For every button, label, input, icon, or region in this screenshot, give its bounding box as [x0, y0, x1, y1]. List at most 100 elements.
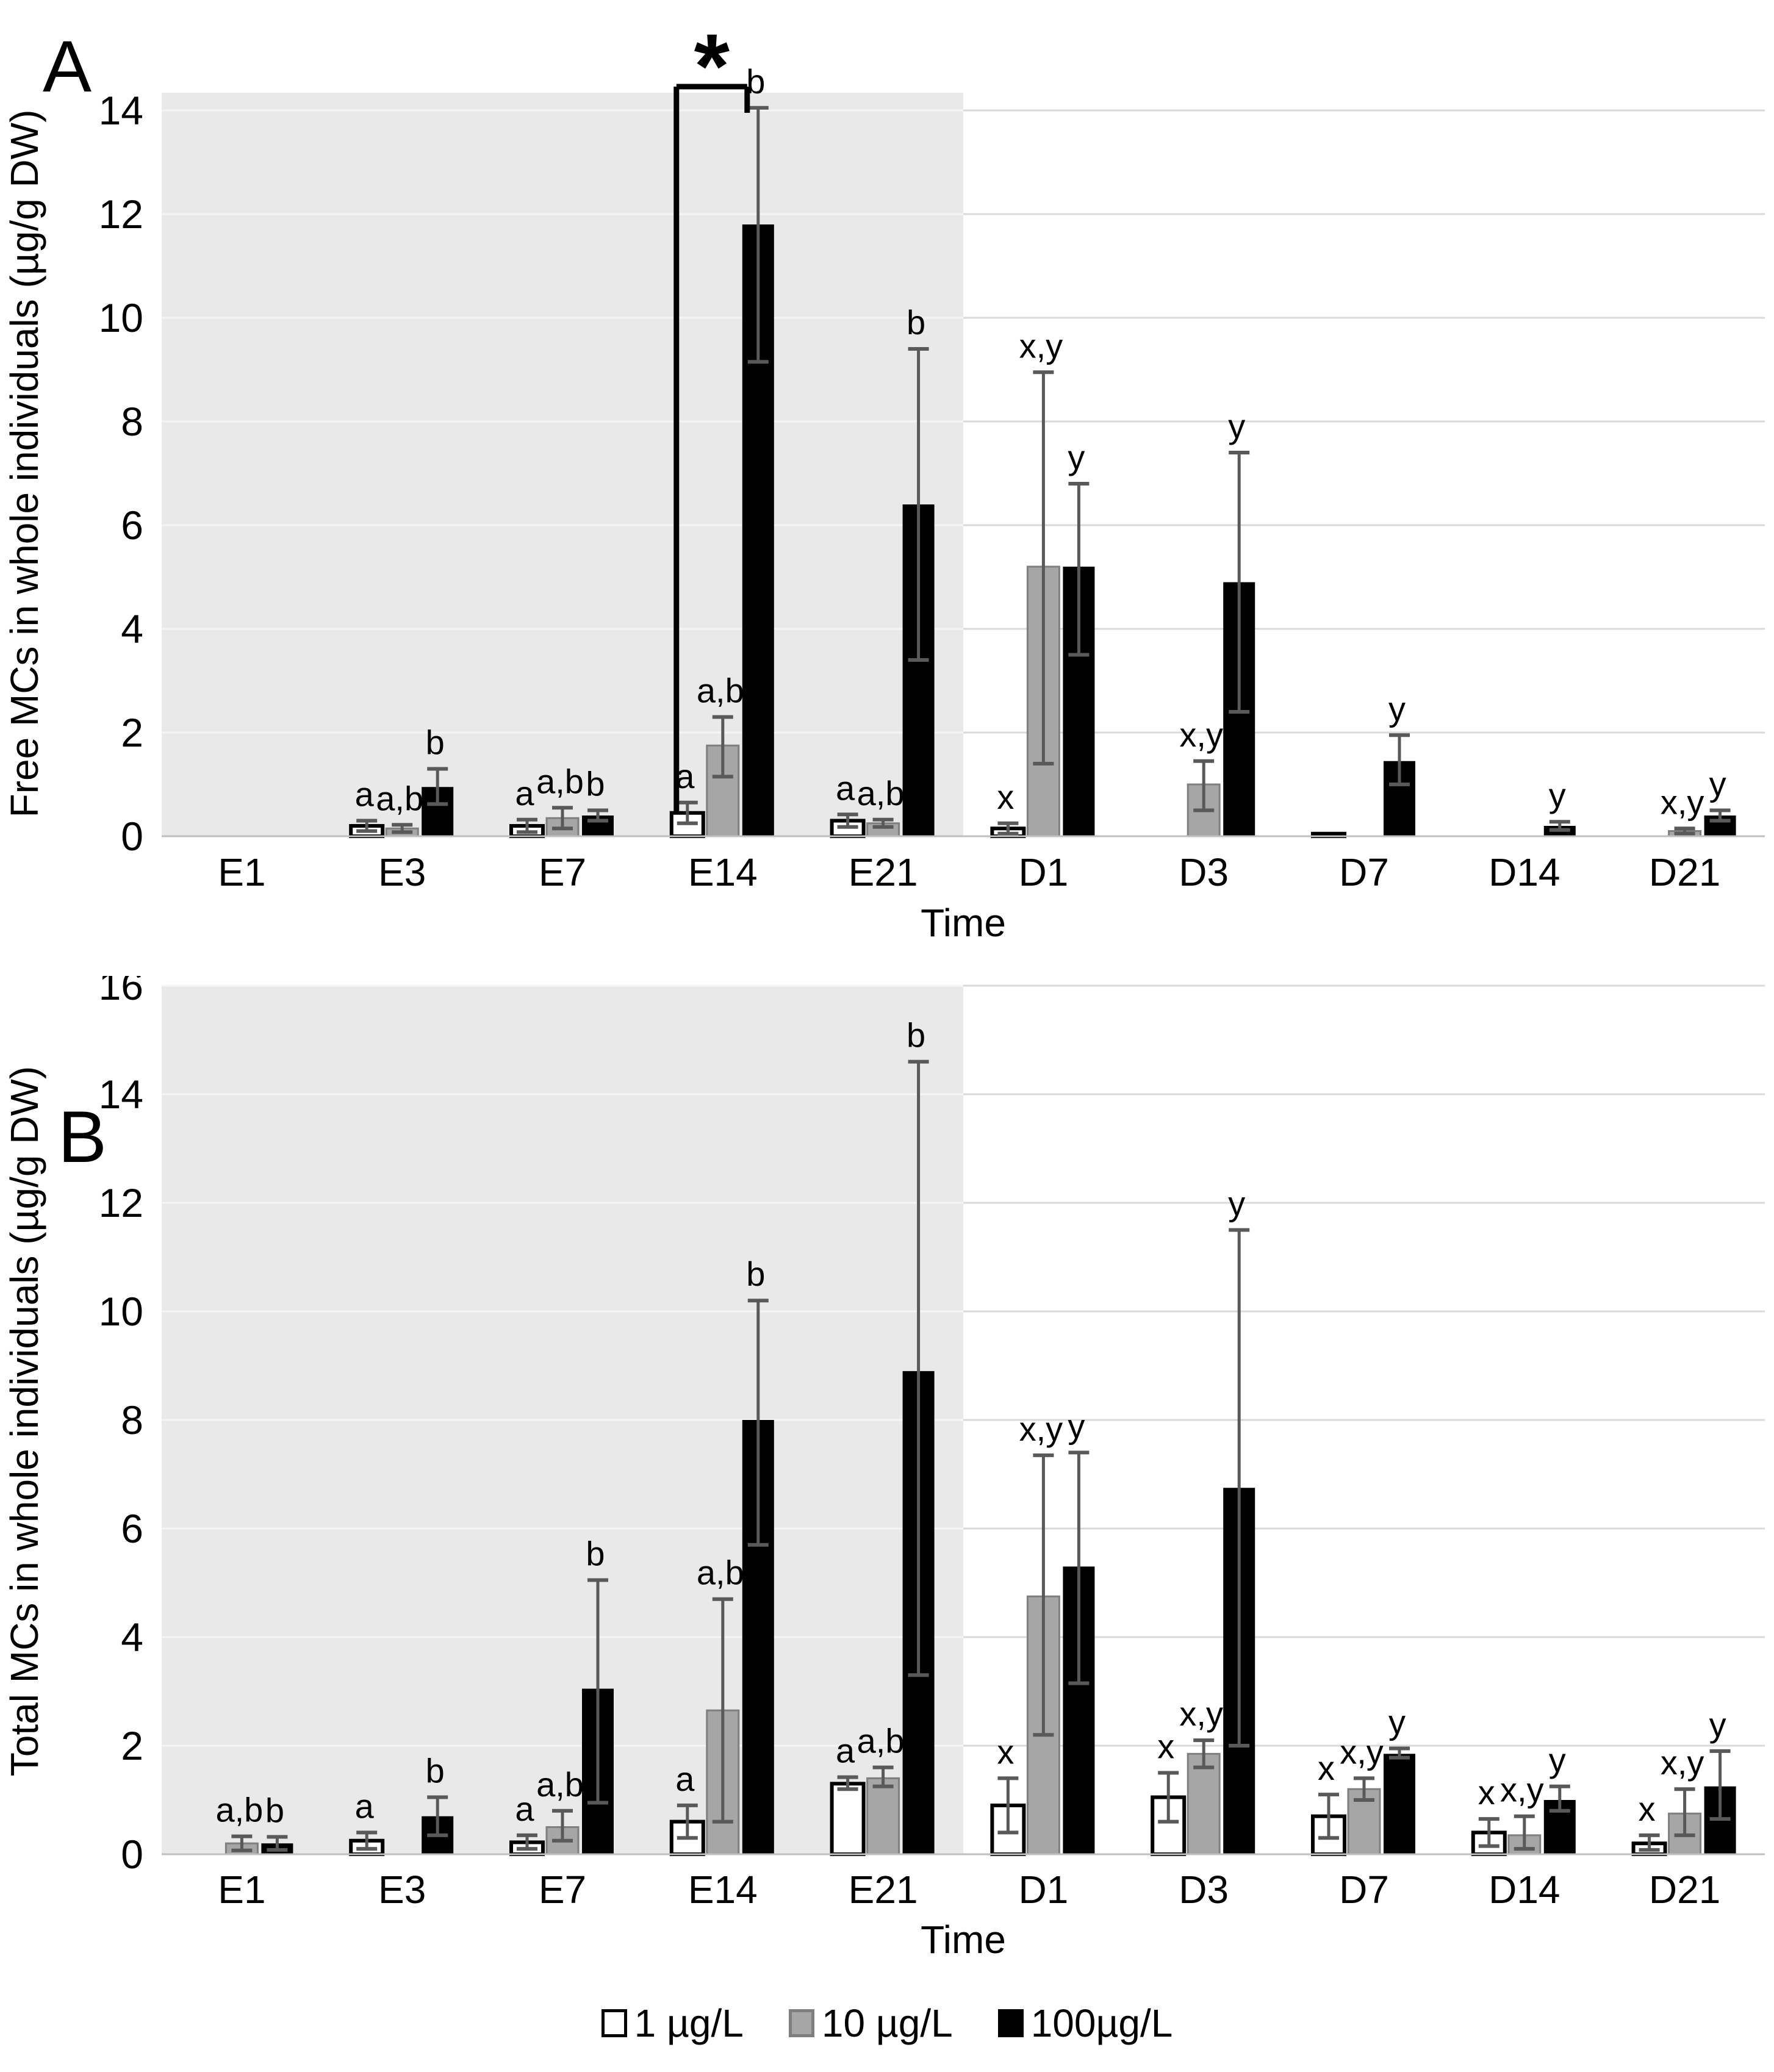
- significance-letter: x: [1639, 1790, 1656, 1828]
- significance-letter: y: [1388, 1702, 1406, 1741]
- significance-letter: y: [1388, 689, 1406, 728]
- significance-letter: b: [426, 723, 445, 762]
- y-tick-label: 8: [121, 1397, 143, 1443]
- significance-letter: b: [586, 765, 605, 803]
- significance-letter: x,y: [1179, 715, 1223, 754]
- x-category-label: D3: [1179, 1868, 1229, 1912]
- y-tick-label: 0: [121, 1832, 143, 1877]
- significance-letter: b: [907, 303, 925, 342]
- legend-swatch: [788, 2009, 814, 2037]
- significance-letter: a,b: [697, 1554, 744, 1592]
- bar: [830, 1782, 866, 1857]
- x-axis-title: Time: [921, 901, 1006, 945]
- significance-letter: x,y: [1019, 326, 1063, 365]
- bar: [1384, 1754, 1415, 1854]
- y-axis-title: Total MCs in whole individuals (µg/g DW): [2, 1066, 46, 1776]
- y-tick-label: 2: [121, 1723, 143, 1768]
- significance-letter: b: [426, 1752, 445, 1790]
- y-tick-label: 4: [121, 606, 143, 651]
- y-tick-label: 16: [99, 976, 143, 1008]
- significance-letter: x,y: [1340, 1732, 1384, 1771]
- x-category-label: E1: [218, 850, 265, 894]
- panel-letter: A: [43, 26, 92, 107]
- x-category-label: D14: [1489, 1868, 1560, 1912]
- significance-letter: a: [355, 775, 375, 814]
- x-category-label: E7: [539, 850, 586, 894]
- significance-letter: y: [1709, 765, 1726, 803]
- x-category-label: D1: [1018, 850, 1068, 894]
- legend-label: 1 µg/L: [634, 2001, 744, 2045]
- y-tick-label: 12: [99, 192, 143, 237]
- y-tick-label: 6: [121, 1506, 143, 1551]
- y-tick-label: 6: [121, 503, 143, 548]
- significance-letter: b: [265, 1791, 284, 1830]
- chart-panel-b: 0 2 4 6 8 10 12 14 16 a a a a x x x x x a,b a,b a,b a,b x,y x,y…: [2, 976, 1765, 1962]
- x-category-label: E3: [378, 1868, 426, 1912]
- x-category-label: E14: [688, 850, 758, 894]
- legend-label: 100µg/L: [1030, 2001, 1173, 2045]
- significance-letter: y: [1068, 1407, 1085, 1445]
- significance-letter: a,b: [857, 1722, 905, 1760]
- x-category-label: D3: [1179, 850, 1229, 894]
- significance-letter: a: [355, 1787, 375, 1825]
- x-category-label: D7: [1339, 1868, 1389, 1912]
- chart-legend: 1 µg/L 10 µg/L 100µg/L: [0, 1990, 1774, 2057]
- significance-letter: x,y: [1500, 1771, 1544, 1809]
- significance-letter: y: [1068, 438, 1085, 476]
- significance-letter: x: [1318, 1749, 1335, 1787]
- significance-letter: a,b: [536, 762, 584, 800]
- significance-letter: a: [515, 774, 534, 812]
- significance-letter: a: [515, 1790, 534, 1828]
- bar: [1187, 1752, 1221, 1855]
- y-axis-title: Free MCs in whole individuals (µg/g DW): [2, 110, 46, 818]
- y-tick-label: 0: [121, 814, 143, 859]
- x-category-label: D14: [1489, 850, 1560, 894]
- significance-letter: y: [1549, 776, 1566, 814]
- panel-letter: B: [58, 1096, 107, 1178]
- x-category-label: D7: [1339, 850, 1389, 894]
- x-category-label: E21: [849, 850, 918, 894]
- y-tick-label: 10: [99, 295, 143, 340]
- legend-item: 1 µg/L: [601, 2001, 744, 2046]
- x-category-label: E14: [688, 1868, 758, 1912]
- significance-letter: y: [1709, 1705, 1726, 1744]
- x-category-label: D21: [1649, 1868, 1720, 1912]
- significance-letter: b: [907, 1016, 925, 1055]
- x-category-label: D21: [1649, 850, 1720, 894]
- x-axis-title: Time: [921, 1918, 1006, 1962]
- significance-letter: x: [997, 1732, 1014, 1771]
- significance-letter: x,y: [1661, 1743, 1704, 1782]
- significance-letter: x: [997, 778, 1014, 816]
- significance-letter: x: [1478, 1773, 1495, 1812]
- exposure-phase-shading: [162, 93, 963, 836]
- y-tick-label: 8: [121, 399, 143, 444]
- significance-letter: x,y: [1019, 1410, 1063, 1448]
- x-category-label: D1: [1018, 1868, 1068, 1912]
- x-category-label: E21: [849, 1868, 918, 1912]
- x-category-label: E3: [378, 850, 426, 894]
- y-tick-label: 12: [99, 1180, 143, 1225]
- significance-letter: x: [1157, 1727, 1174, 1766]
- significance-letter: a,b: [857, 774, 905, 812]
- x-category-label: E7: [539, 1868, 586, 1912]
- legend-label: 10 µg/L: [821, 2001, 953, 2045]
- significance-letter: a: [836, 1732, 855, 1770]
- significance-letter: y: [1549, 1741, 1566, 1779]
- significance-letter: y: [1228, 1185, 1245, 1223]
- bar: [866, 1777, 900, 1855]
- significance-letter: a,b: [215, 1791, 263, 1829]
- significance-letter: a: [675, 1760, 695, 1798]
- significance-letter: y: [1228, 407, 1245, 445]
- legend-swatch: [997, 2009, 1024, 2037]
- y-tick-label: 4: [121, 1615, 143, 1660]
- significance-letter: a,b: [376, 779, 423, 817]
- significance-letter: a: [836, 769, 855, 807]
- x-category-label: E1: [218, 1868, 265, 1912]
- y-tick-label: 14: [99, 88, 143, 133]
- significance-letter: x,y: [1661, 783, 1704, 821]
- significance-letter: b: [746, 1255, 765, 1293]
- significance-letter: a,b: [536, 1765, 584, 1804]
- legend-item: 100µg/L: [997, 2001, 1173, 2046]
- significance-letter: a,b: [697, 672, 744, 710]
